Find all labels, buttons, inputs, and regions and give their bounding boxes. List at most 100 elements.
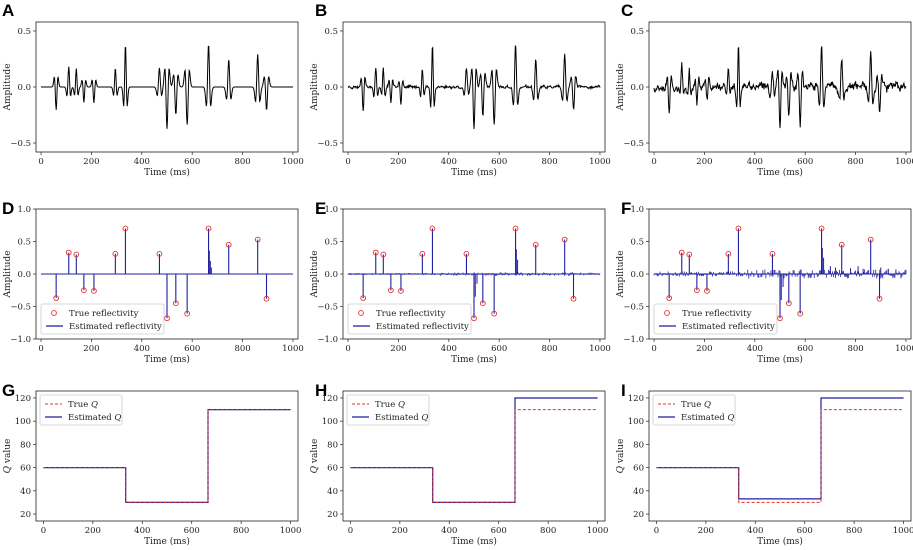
legend-marker-true (51, 310, 57, 316)
y-tick-label: 0.5 (630, 238, 644, 248)
x-axis-label: Time (ms) (451, 536, 497, 547)
x-tick-label: 200 (390, 157, 406, 167)
y-tick-label: 20 (20, 510, 31, 520)
legend-marker-true (664, 310, 670, 316)
panel-h: H 0 200 400 600 800 1000 20 40 60 80 100 120 Time (ms… (310, 381, 608, 547)
y-axis-label: Amplitude (310, 63, 320, 111)
x-axis-label: Time (ms) (757, 167, 803, 178)
x-tick-label: 1000 (589, 344, 611, 354)
x-tick-label: 200 (83, 157, 99, 167)
true-reflectivity-marker (263, 295, 270, 302)
true-reflectivity-marker (172, 300, 179, 307)
y-axis-label: Q value (616, 439, 626, 474)
x-axis-label: Time (ms) (144, 536, 190, 547)
y-tick-label: 40 (20, 487, 31, 497)
legend-box (40, 303, 165, 335)
x-tick-label: 200 (390, 344, 406, 354)
true-reflectivity-marker (398, 288, 404, 294)
x-tick-label: 200 (696, 344, 712, 354)
true-reflectivity-marker (65, 249, 72, 256)
x-tick-label: 1000 (893, 526, 913, 536)
x-tick-label: 1000 (895, 344, 913, 354)
x-tick-label: 1000 (280, 526, 302, 536)
x-axis-label: Time (ms) (144, 167, 190, 178)
x-tick-label: 200 (696, 157, 712, 167)
true-reflectivity-marker (725, 251, 732, 257)
true-reflectivity-marker (512, 225, 519, 232)
true-q-line (656, 409, 904, 503)
true-reflectivity-marker (73, 251, 80, 258)
legend-label-estimated: Estimated reflectivity (376, 322, 469, 332)
x-tick-label: 600 (184, 526, 200, 536)
panel-letter: F (621, 199, 631, 218)
true-reflectivity-marker (867, 236, 874, 243)
x-tick-label: 800 (540, 526, 556, 536)
x-tick-label: 0 (345, 157, 350, 167)
panel-a: A 0 200 400 600 800 1000 −0.5 0.0 0.5 Time (ms) Amp… (2, 1, 304, 178)
true-q-line (350, 409, 598, 503)
x-tick-label: 600 (491, 157, 507, 167)
x-axis-label: Time (ms) (757, 354, 803, 365)
y-tick-label: −0.5 (623, 139, 644, 149)
panel-letter: B (315, 1, 327, 20)
panel-e: E 0 200 400 600 800 1000 −1.0 −0.5 0.0 0.5 1.0 Time … (310, 199, 611, 365)
y-tick-label: −0.5 (317, 139, 338, 149)
true-reflectivity-marker (360, 295, 367, 301)
x-tick-label: 400 (747, 157, 763, 167)
x-tick-label: 400 (747, 526, 763, 536)
legend: True Q Estimated Q (652, 394, 736, 426)
y-tick-label: −1.0 (10, 335, 31, 345)
x-tick-label: 400 (134, 526, 150, 536)
legend-marker-true (358, 310, 364, 316)
true-reflectivity-marker (463, 251, 470, 257)
true-reflectivity-marker (254, 236, 261, 243)
y-tick-label: 120 (15, 394, 31, 404)
true-q-line (43, 409, 291, 503)
legend-box (653, 303, 778, 335)
y-tick-label: 0.5 (630, 27, 644, 37)
legend-label-true: True reflectivity (69, 309, 139, 319)
x-tick-label: 0 (651, 157, 656, 167)
x-tick-label: 0 (348, 526, 353, 536)
seismic-trace-line (653, 46, 907, 129)
legend-label-estimated: Estimated reflectivity (682, 322, 775, 332)
y-tick-label: 120 (322, 394, 338, 404)
y-tick-label: 40 (633, 487, 644, 497)
y-tick-label: 20 (327, 510, 338, 520)
x-tick-label: 400 (441, 526, 457, 536)
y-tick-label: 100 (322, 417, 338, 427)
true-reflectivity-marker (797, 310, 804, 317)
y-tick-label: 0.5 (17, 238, 31, 248)
x-tick-label: 600 (797, 526, 813, 536)
true-reflectivity-marker (777, 315, 783, 322)
panel-letter: H (315, 381, 327, 400)
true-reflectivity-marker (769, 251, 776, 257)
panel-letter: D (2, 199, 14, 218)
y-tick-label: −0.5 (10, 303, 31, 313)
y-axis-label: Amplitude (310, 250, 320, 298)
y-tick-label: 60 (327, 464, 338, 474)
y-tick-label: 20 (633, 510, 644, 520)
panel-letter: I (621, 381, 626, 400)
x-tick-label: 800 (846, 526, 862, 536)
x-tick-label: 400 (441, 344, 457, 354)
y-axis-label: Amplitude (3, 250, 13, 298)
true-reflectivity-marker (225, 241, 232, 248)
x-axis-label: Time (ms) (451, 354, 497, 365)
panel-letter: G (2, 381, 15, 400)
x-tick-label: 200 (83, 344, 99, 354)
y-tick-label: 0.5 (324, 27, 338, 37)
true-reflectivity-marker (532, 241, 539, 248)
y-tick-label: 80 (327, 440, 338, 450)
panel-f: F 0 200 400 600 800 1000 −1.0 −0.5 0.0 0.5 1.0 Time … (616, 199, 913, 365)
x-tick-label: 200 (698, 526, 714, 536)
true-reflectivity-marker (205, 225, 212, 232)
x-tick-label: 1000 (282, 344, 304, 354)
y-tick-label: −1.0 (623, 335, 644, 345)
estimated-q-line (350, 397, 598, 503)
x-tick-label: 400 (441, 157, 457, 167)
true-reflectivity-marker (735, 225, 742, 232)
true-reflectivity-marker (164, 315, 170, 322)
true-reflectivity-marker (380, 251, 387, 258)
